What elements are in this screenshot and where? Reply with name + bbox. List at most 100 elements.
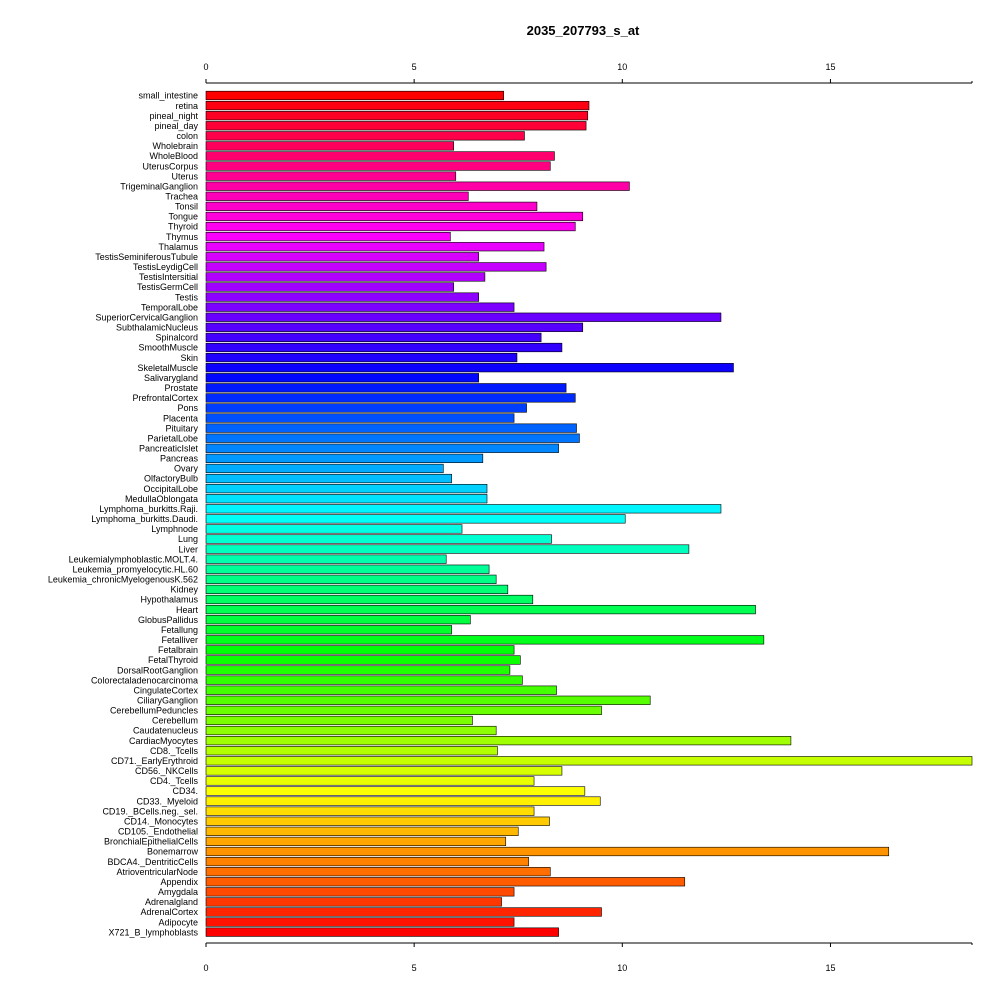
- bar: [205, 484, 488, 494]
- category-label: Placenta: [163, 413, 198, 423]
- bar: [205, 584, 509, 595]
- category-label: Hypothalamus: [140, 595, 198, 605]
- category-label: CD4._Tcells: [150, 776, 199, 786]
- bar: [205, 897, 502, 907]
- bar: [205, 221, 576, 232]
- bar: [205, 736, 792, 746]
- category-label: CD19._BCells.neg._sel.: [102, 806, 198, 816]
- category-label: X721_B_lymphoblasts: [108, 927, 198, 937]
- category-label: Pituitary: [165, 423, 198, 433]
- bar: [205, 927, 559, 937]
- bar: [205, 655, 521, 665]
- bar: [205, 352, 518, 363]
- category-label: CD33._Myeloid: [136, 796, 198, 806]
- bar: [205, 191, 469, 201]
- bar: [205, 332, 542, 343]
- bar: [205, 776, 535, 786]
- category-label: Kidney: [170, 585, 198, 595]
- bar: [205, 836, 507, 847]
- category-label: Salivarygland: [144, 373, 198, 383]
- top-axis: 0 5 10 15: [203, 62, 973, 84]
- bar: [205, 232, 451, 242]
- category-label: BronchialEpithelialCells: [104, 837, 199, 847]
- top-axis-tick-label: 0: [203, 62, 208, 72]
- bar: [205, 161, 551, 171]
- bar: [205, 373, 479, 383]
- bar: [205, 756, 973, 766]
- bar: [205, 282, 454, 292]
- bar: [205, 433, 580, 443]
- category-label: AtrioventricularNode: [116, 867, 198, 877]
- category-label: Fetallung: [161, 625, 198, 635]
- bar: [205, 111, 589, 121]
- bar: [205, 423, 577, 433]
- category-label: Lymphoma_burkitts.Daudi.: [91, 514, 198, 524]
- bar: [205, 826, 519, 836]
- bar: [205, 453, 484, 463]
- category-label: Pancreas: [160, 454, 199, 464]
- category-label: CD14._Monocytes: [124, 816, 199, 826]
- category-label: OccipitalLobe: [143, 484, 198, 494]
- bar: [205, 252, 479, 262]
- category-label: Lung: [178, 534, 198, 544]
- bar: [205, 201, 538, 211]
- category-label: Tongue: [168, 212, 198, 222]
- category-label: TemporalLobe: [141, 302, 198, 312]
- bar: [205, 393, 576, 403]
- category-label: Spinalcord: [155, 333, 198, 343]
- category-label: CerebellumPeduncles: [110, 706, 199, 716]
- bar: [205, 403, 527, 413]
- bar: [205, 877, 686, 887]
- category-label: SkeletalMuscle: [137, 363, 198, 373]
- category-label: Heart: [176, 605, 199, 615]
- bar: [205, 322, 584, 332]
- category-labels-group: small_intestineretinapineal_nightpineal_…: [48, 91, 199, 938]
- category-label: Ovary: [174, 464, 199, 474]
- category-label: UterusCorpus: [142, 161, 198, 171]
- category-label: Colorectaladenocarcinoma: [91, 675, 198, 685]
- category-label: CD34.: [172, 786, 198, 796]
- bar: [205, 524, 463, 534]
- category-label: Uterus: [171, 171, 198, 181]
- bar: [205, 463, 444, 474]
- category-label: Cerebellum: [152, 716, 198, 726]
- category-label: Amygdala: [158, 887, 198, 897]
- category-label: Lymphoma_burkitts.Raji.: [99, 504, 198, 514]
- bar: [205, 363, 734, 373]
- bar: [205, 564, 490, 574]
- chart-title: 2035_207793_s_at: [527, 23, 640, 38]
- bar: [205, 302, 515, 312]
- bar: [205, 675, 523, 685]
- bar: [205, 90, 504, 101]
- bar: [205, 383, 567, 393]
- category-label: CD8._Tcells: [150, 746, 199, 756]
- category-label: Thalamus: [158, 242, 198, 252]
- category-label: Leukemia_promyelocytic.HL.60: [72, 564, 198, 574]
- bar: [205, 685, 557, 695]
- category-label: colon: [176, 131, 198, 141]
- category-label: Wholebrain: [152, 141, 198, 151]
- bottom-axis-tick-label: 10: [617, 963, 627, 973]
- bar: [205, 867, 551, 877]
- category-label: Adrenalgland: [145, 897, 198, 907]
- bar: [205, 312, 722, 322]
- bar: [205, 504, 722, 514]
- category-label: MedullaOblongata: [125, 494, 198, 504]
- bar: [205, 494, 488, 504]
- bar: [205, 786, 586, 796]
- category-label: CD56._NKCells: [135, 766, 199, 776]
- category-label: small_intestine: [138, 91, 198, 101]
- category-label: Leukemialymphoblastic.MOLT.4.: [69, 554, 198, 564]
- category-label: Liver: [178, 544, 198, 554]
- category-label: PrefrontalCortex: [132, 393, 198, 403]
- category-label: Trachea: [165, 192, 198, 202]
- category-label: TestisSeminiferousTubule: [95, 252, 198, 262]
- bar: [205, 625, 452, 635]
- top-axis-tick-label: 15: [825, 62, 835, 72]
- category-label: Bonemarrow: [147, 847, 199, 857]
- top-axis-tick-label: 5: [412, 62, 417, 72]
- bar: [205, 534, 552, 544]
- category-label: TrigeminalGanglion: [120, 181, 198, 191]
- bar: [205, 806, 535, 816]
